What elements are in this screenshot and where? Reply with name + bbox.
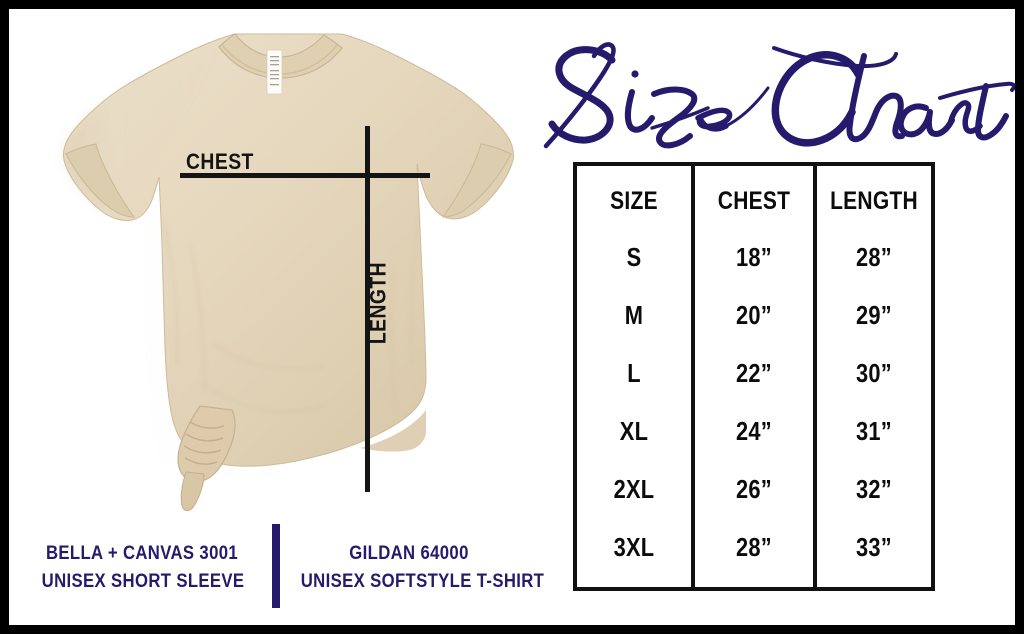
caption-bella-canvas: BELLA + CANVAS 3001 UNISEX SHORT SLEEVE <box>41 540 245 596</box>
caption-divider <box>272 524 280 608</box>
table-cell-chest: 20” <box>736 300 772 330</box>
table-column-size: SIZE S M L XL 2XL 3XL <box>577 166 691 587</box>
table-cell-length: 33” <box>856 532 892 562</box>
table-cell-chest: 26” <box>736 474 772 504</box>
table-cell-length: 30” <box>856 358 892 388</box>
column-header-length: LENGTH <box>830 187 918 215</box>
table-cell-length: 29” <box>856 300 892 330</box>
size-chart-script-title <box>543 42 1016 149</box>
caption-line: UNISEX SHORT SLEEVE <box>41 571 245 592</box>
table-cell-chest: 28” <box>736 532 772 562</box>
column-header-size: SIZE <box>610 187 658 215</box>
chest-measure-label: CHEST <box>186 149 254 174</box>
table-column-length: LENGTH 28” 29” 30” 31” 32” 33” <box>813 166 931 587</box>
table-cell-size: 2XL <box>613 474 655 504</box>
product-captions: BELLA + CANVAS 3001 UNISEX SHORT SLEEVE … <box>14 516 545 620</box>
caption-line: BELLA + CANVAS 3001 <box>45 543 239 564</box>
table-cell-size: S <box>626 242 642 272</box>
table-cell-chest: 22” <box>736 358 772 388</box>
size-chart-table: SIZE S M L XL 2XL 3XL CHEST 18” 20” 22” … <box>573 162 935 591</box>
table-cell-size: 3XL <box>613 532 655 562</box>
length-measure-line <box>365 126 370 492</box>
table-cell-length: 31” <box>856 416 892 446</box>
page-title <box>528 32 1016 154</box>
table-cell-size: M <box>624 300 644 330</box>
table-cell-size: L <box>627 358 641 388</box>
table-cell-size: XL <box>619 416 649 446</box>
table-cell-chest: 18” <box>736 242 772 272</box>
table-cell-length: 32” <box>856 474 892 504</box>
caption-line: UNISEX SOFTSTYLE T-SHIRT <box>300 571 545 592</box>
caption-line: GILDAN 64000 <box>349 543 469 564</box>
tshirt-illustration <box>63 33 514 511</box>
caption-gildan: GILDAN 64000 UNISEX SOFTSTYLE T-SHIRT <box>300 540 545 596</box>
column-header-chest: CHEST <box>717 187 791 215</box>
table-column-chest: CHEST 18” 20” 22” 24” 26” 28” <box>691 166 813 587</box>
chest-measure-line <box>180 173 430 178</box>
table-cell-length: 28” <box>856 242 892 272</box>
tshirt-product-image: CHEST LENGTH <box>14 14 530 514</box>
table-cell-chest: 24” <box>736 416 772 446</box>
length-measure-label: LENGTH <box>365 261 391 345</box>
